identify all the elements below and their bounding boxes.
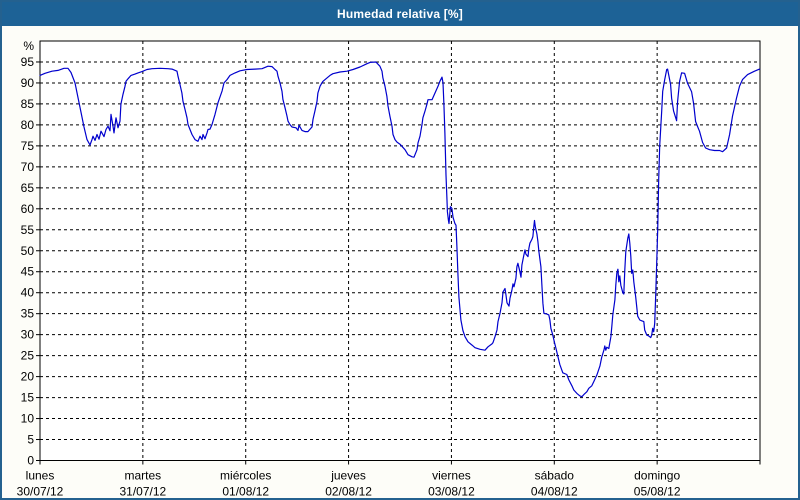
humidity-line [39,61,761,398]
svg-text:25: 25 [21,349,35,363]
day-name-label: domingo [634,469,680,483]
x-day-labels: lunes 30/07/12 martes 31/07/12 miércoles 01/0… [17,469,681,499]
svg-text:45: 45 [21,265,35,279]
window-title: Humedad relativa [%] [336,7,464,21]
day-name-label: lunes [26,469,55,483]
svg-text:90: 90 [21,76,35,90]
day-name-label: viernes [432,469,471,483]
svg-text:15: 15 [21,391,35,405]
svg-text:80: 80 [21,118,35,132]
chart-svg: 0 5 10 15 20 25 30 35 40 45 50 55 60 65 70 75 80 85 90 95% l… [17,39,761,499]
day-date-label: 04/08/12 [531,485,578,499]
window-titlebar: Humedad relativa [%] [2,2,798,26]
day-date-label: 03/08/12 [428,485,475,499]
day-name-label: miércoles [220,469,271,483]
x-gridlines [142,41,658,461]
y-gridlines [40,61,760,441]
svg-text:50: 50 [21,244,35,258]
svg-text:20: 20 [21,370,35,384]
svg-text:0: 0 [27,454,34,468]
svg-text:95: 95 [21,55,35,69]
day-name-label: sábado [535,469,575,483]
day-date-label: 01/08/12 [222,485,269,499]
svg-text:65: 65 [21,181,35,195]
axis-ticks [36,61,761,465]
day-date-label: 05/08/12 [634,485,681,499]
day-date-label: 02/08/12 [325,485,372,499]
y-tick-labels: 0 5 10 15 20 25 30 35 40 45 50 55 60 65 70 75 80 85 90 95% [21,39,35,468]
svg-text:85: 85 [21,97,35,111]
day-date-label: 31/07/12 [119,485,166,499]
svg-text:70: 70 [21,160,35,174]
day-name-label: martes [125,469,162,483]
svg-text:40: 40 [21,286,35,300]
svg-text:35: 35 [21,307,35,321]
day-name-label: jueves [330,469,366,483]
svg-text:%: % [23,39,34,53]
svg-text:10: 10 [21,412,35,426]
svg-text:5: 5 [27,433,34,447]
svg-text:75: 75 [21,139,35,153]
svg-text:60: 60 [21,202,35,216]
humidity-chart: 0 5 10 15 20 25 30 35 40 45 50 55 60 65 70 75 80 85 90 95% l… [2,26,798,498]
day-date-label: 30/07/12 [17,485,64,499]
svg-text:55: 55 [21,223,35,237]
svg-text:30: 30 [21,328,35,342]
